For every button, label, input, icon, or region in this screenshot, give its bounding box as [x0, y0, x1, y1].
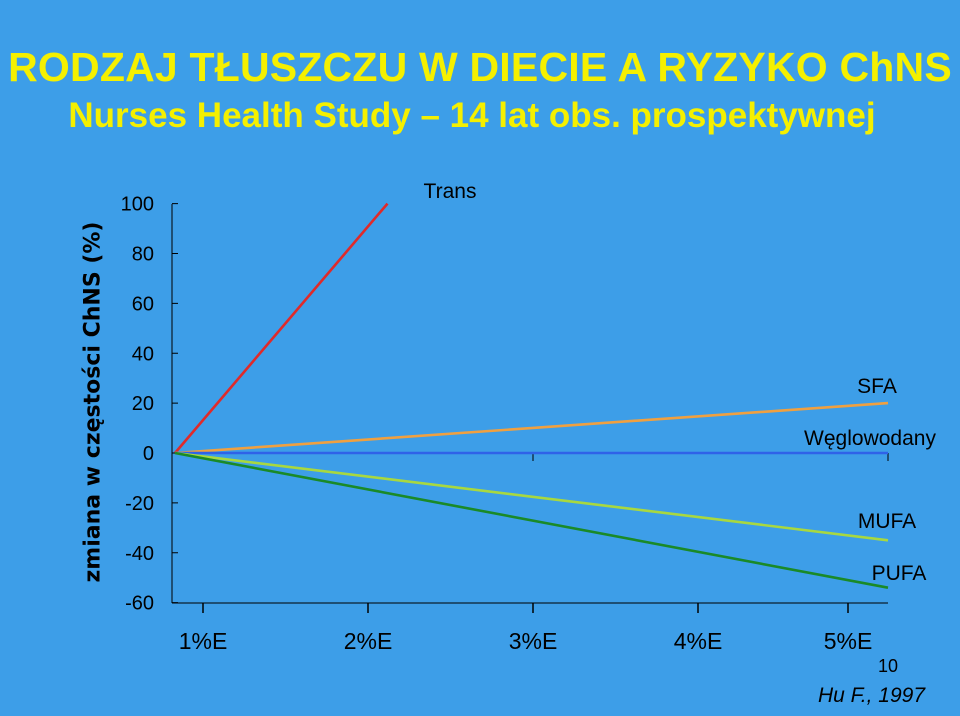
chart-axes [171, 203, 889, 613]
series-line-mufa [174, 451, 889, 542]
y-tick-label: 40 [132, 343, 154, 365]
page-subtitle: Nurses Health Study – 14 lat obs. prospe… [68, 96, 876, 135]
x-tick-label: 1%E [179, 628, 228, 654]
x-tick-label: 4%E [674, 628, 723, 654]
y-tick-label: -60 [125, 593, 154, 615]
page-number: 10 [878, 656, 899, 676]
chart-series [174, 202, 889, 589]
chart-labels: 100 80 60 40 20 0 -20 -40 -60 1%E 2%E 3%E 4%E 5%E Tran… [121, 180, 937, 654]
series-label: Węglowodany [804, 427, 936, 450]
y-tick-label: 20 [132, 393, 154, 415]
source-citation: Hu F., 1997 [818, 684, 926, 707]
x-tick-label: 2%E [344, 628, 393, 654]
x-tick-label: 5%E [824, 628, 873, 654]
y-tick-label: 80 [132, 244, 154, 266]
page-title: RODZAJ TŁUSZCZU W DIECIE A RYZYKO ChNS [8, 44, 952, 90]
y-tick-label: 60 [132, 293, 154, 315]
y-tick-label: 0 [143, 443, 154, 465]
series-label: SFA [857, 375, 897, 398]
series-label: MUFA [858, 510, 916, 533]
y-tick-label: 100 [121, 194, 154, 216]
series-label: PUFA [872, 562, 927, 585]
series-label: Trans [424, 180, 477, 203]
series-line-trans [174, 202, 389, 454]
x-tick-label: 3%E [509, 628, 558, 654]
series-line-sfa [174, 401, 889, 455]
y-tick-label: -40 [125, 543, 154, 565]
y-tick-label: -20 [125, 493, 154, 515]
series-line-pufa [174, 451, 889, 589]
